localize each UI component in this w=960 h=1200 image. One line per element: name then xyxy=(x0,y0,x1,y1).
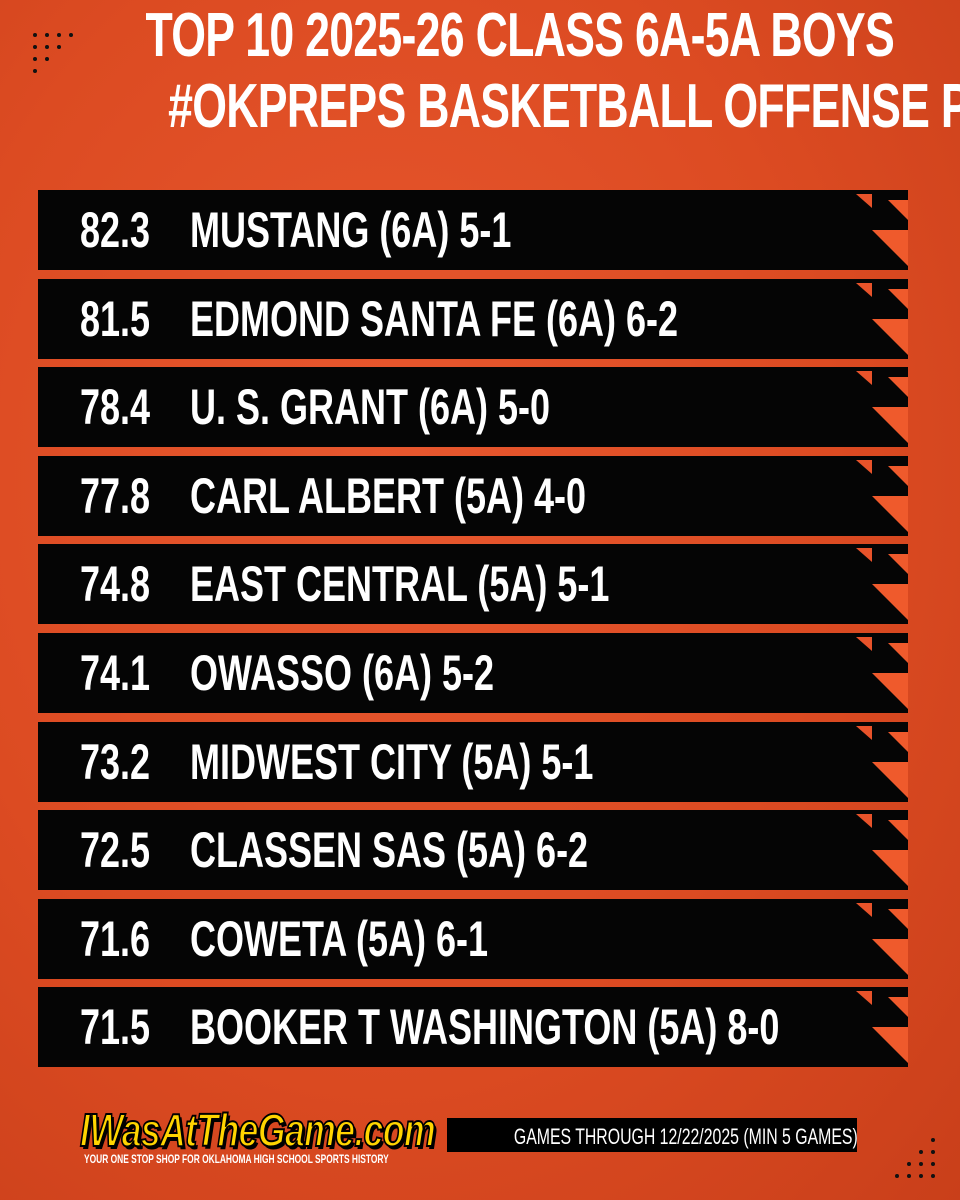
corner-triangle xyxy=(888,731,908,752)
ppg: 71.5 xyxy=(80,999,151,1056)
corner-triangle xyxy=(872,761,908,798)
corner-triangle xyxy=(856,902,872,917)
ppg: 81.5 xyxy=(80,290,151,347)
tagline: YOUR ONE STOP SHOP FOR OKLAHOMA HIGH SCH… xyxy=(84,1152,389,1166)
row-bar xyxy=(38,810,908,891)
row: 71.6 COWETA (5A) 6-1 xyxy=(38,898,910,979)
corner-triangle xyxy=(856,371,872,386)
row-bar xyxy=(38,544,908,625)
note-box: GAMES THROUGH 12/22/2025 (MIN 5 GAMES) xyxy=(447,1118,858,1152)
ppg: 72.5 xyxy=(80,822,151,879)
corner-triangle xyxy=(888,465,908,486)
corner-triangle xyxy=(856,637,872,651)
corner-triangle xyxy=(872,230,908,266)
corner-triangle xyxy=(856,725,872,740)
bar-bg xyxy=(38,190,908,270)
corner-triangle xyxy=(856,991,872,1006)
team: EDMOND SANTA FE (6A) 6-2 xyxy=(190,290,679,347)
corner-triangle xyxy=(872,318,908,355)
team: MUSTANG (6A) 5-1 xyxy=(190,202,512,258)
corner-triangle xyxy=(856,194,872,208)
corner-triangle xyxy=(872,407,908,444)
corner-triangle xyxy=(888,643,908,663)
bar-bg xyxy=(38,633,908,713)
team: CLASSEN SAS (5A) 6-2 xyxy=(190,822,589,879)
corner-triangle xyxy=(888,288,908,309)
row-bar xyxy=(38,190,908,270)
team: EAST CENTRAL (5A) 5-1 xyxy=(190,556,610,613)
decor-dots xyxy=(895,1138,935,1178)
corner-triangle xyxy=(872,1027,908,1064)
corner-triangle xyxy=(856,548,872,563)
team: CARL ALBERT (5A) 4-0 xyxy=(190,467,587,524)
title-line: TOP 10 2025-26 CLASS 6A-5A BOYS xyxy=(0,0,960,71)
row-bar xyxy=(38,721,908,802)
corner-triangle xyxy=(888,200,908,220)
corner-triangle xyxy=(888,377,908,398)
bar-bg xyxy=(38,987,908,1068)
bar-bg xyxy=(38,810,908,891)
team: OWASSO (6A) 5-2 xyxy=(190,645,495,701)
bar-bg xyxy=(38,367,908,448)
corner-triangle xyxy=(872,938,908,975)
corner-triangle xyxy=(888,997,908,1018)
bar-bg xyxy=(38,721,908,802)
team: BOOKER T WASHINGTON (5A) 8-0 xyxy=(190,999,780,1056)
title-text: TOP 10 2025-26 CLASS 6A-5A BOYS xyxy=(145,1,895,70)
bar-bg xyxy=(38,898,908,979)
row: 71.5 BOOKER T WASHINGTON (5A) 8-0 xyxy=(38,987,910,1068)
corner-triangle xyxy=(856,459,872,474)
corner-triangle xyxy=(856,282,872,297)
corner-triangle xyxy=(872,584,908,621)
row: 78.4 U. S. GRANT (6A) 5-0 xyxy=(38,367,910,448)
row: 74.1 OWASSO (6A) 5-2 xyxy=(38,633,910,713)
ppg: 74.1 xyxy=(80,645,151,701)
team: COWETA (5A) 6-1 xyxy=(190,910,489,967)
corner-triangle xyxy=(888,908,908,929)
corner-triangle xyxy=(872,495,908,532)
note-text: GAMES THROUGH 12/22/2025 (MIN 5 GAMES) xyxy=(513,1124,858,1149)
ppg: 71.6 xyxy=(80,910,151,967)
bar-bg xyxy=(38,278,908,359)
title-text: #OKPREPS BASKETBALL OFFENSE PPG xyxy=(168,72,960,141)
corner-triangle xyxy=(888,820,908,841)
row-bar xyxy=(38,367,908,448)
corner-triangle xyxy=(888,554,908,575)
row-bar xyxy=(38,633,908,713)
team: MIDWEST CITY (5A) 5-1 xyxy=(190,733,594,790)
row-bar xyxy=(38,455,908,536)
note: GAMES THROUGH 12/22/2025 (MIN 5 GAMES) xyxy=(447,1124,858,1150)
logo: IWasAtTheGame.com xyxy=(79,1103,436,1157)
ppg: 73.2 xyxy=(80,733,151,790)
row: 74.8 EAST CENTRAL (5A) 5-1 xyxy=(38,544,910,625)
title-line: #OKPREPS BASKETBALL OFFENSE PPG xyxy=(0,71,960,142)
row-bar xyxy=(38,898,908,979)
row: 81.5 EDMOND SANTA FE (6A) 6-2 xyxy=(38,278,910,359)
ppg: 78.4 xyxy=(80,379,151,436)
corner-triangle xyxy=(872,850,908,887)
ppg: 74.8 xyxy=(80,556,151,613)
row: 82.3 MUSTANG (6A) 5-1 xyxy=(38,190,910,270)
bar-bg xyxy=(38,455,908,536)
corner-triangle xyxy=(872,673,908,709)
row-bar xyxy=(38,278,908,359)
decor-dots xyxy=(33,33,73,73)
bar-bg xyxy=(38,544,908,625)
row: 72.5 CLASSEN SAS (5A) 6-2 xyxy=(38,810,910,891)
row: 77.8 CARL ALBERT (5A) 4-0 xyxy=(38,455,910,536)
row: 73.2 MIDWEST CITY (5A) 5-1 xyxy=(38,721,910,802)
ppg: 82.3 xyxy=(80,202,151,258)
corner-triangle xyxy=(856,814,872,829)
ppg: 77.8 xyxy=(80,467,151,524)
row-bar xyxy=(38,987,908,1068)
team: U. S. GRANT (6A) 5-0 xyxy=(190,379,551,436)
